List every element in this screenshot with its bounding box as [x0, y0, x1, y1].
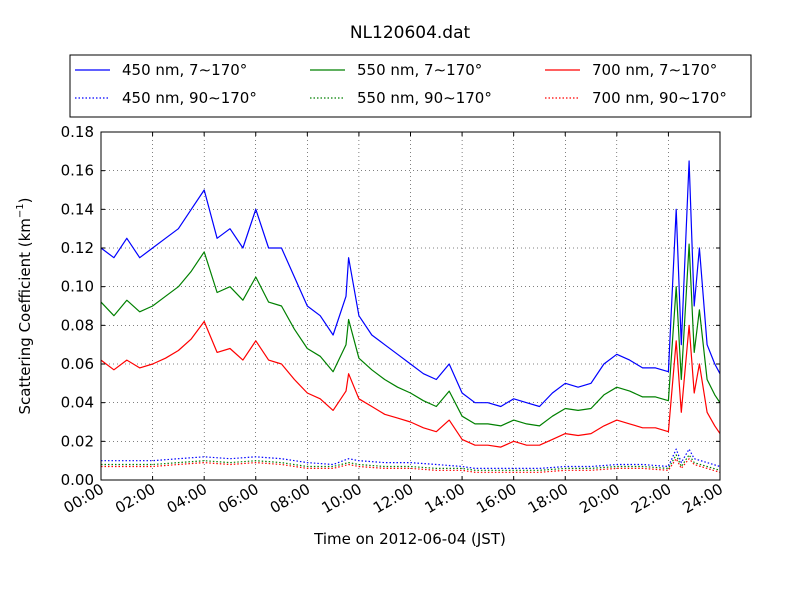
legend-label: 550 nm, 7∼170°: [357, 61, 482, 79]
legend-label: 450 nm, 7∼170°: [122, 61, 247, 79]
legend-label: 550 nm, 90∼170°: [357, 89, 492, 107]
legend-box: [69, 54, 752, 118]
series-line-450-back: [101, 448, 721, 469]
y-tick-label: 0.08: [61, 316, 94, 334]
y-tick-label: 0.04: [61, 394, 94, 412]
series-group: [100, 160, 721, 473]
series-line-550-full: [100, 243, 721, 427]
chart-title: NL120604.dat: [350, 23, 471, 43]
series-line-550-back: [101, 454, 721, 471]
y-tick-label: 0.02: [61, 432, 94, 450]
y-tick-label: 0.12: [61, 239, 94, 257]
y-axis-label-main: Scattering Coefficient (km: [16, 218, 34, 414]
legend-label: 450 nm, 90∼170°: [122, 89, 257, 107]
y-axis-label-exponent: −1: [15, 203, 26, 218]
y-axis-label-end: ): [16, 197, 34, 203]
y-tick-label: 0.14: [61, 200, 94, 218]
series-line-700-full: [100, 320, 721, 448]
x-axis-label: Time on 2012-06-04 (JST): [313, 530, 506, 548]
y-tick-label: 0.00: [61, 471, 94, 489]
y-tick-label: 0.10: [61, 278, 94, 296]
y-axis-label: Scattering Coefficient (km−1): [15, 197, 34, 414]
y-tick-label: 0.18: [61, 123, 94, 141]
y-tick-label: 0.16: [61, 162, 94, 180]
legend-label: 700 nm, 90∼170°: [592, 89, 727, 107]
legend: 450 nm, 7∼170° 550 nm, 7∼170° 700 nm, 7∼17…: [69, 54, 752, 118]
legend-label: 700 nm, 7∼170°: [592, 61, 717, 79]
y-tick-label: 0.06: [61, 355, 94, 373]
series-line-450-full: [100, 160, 721, 408]
